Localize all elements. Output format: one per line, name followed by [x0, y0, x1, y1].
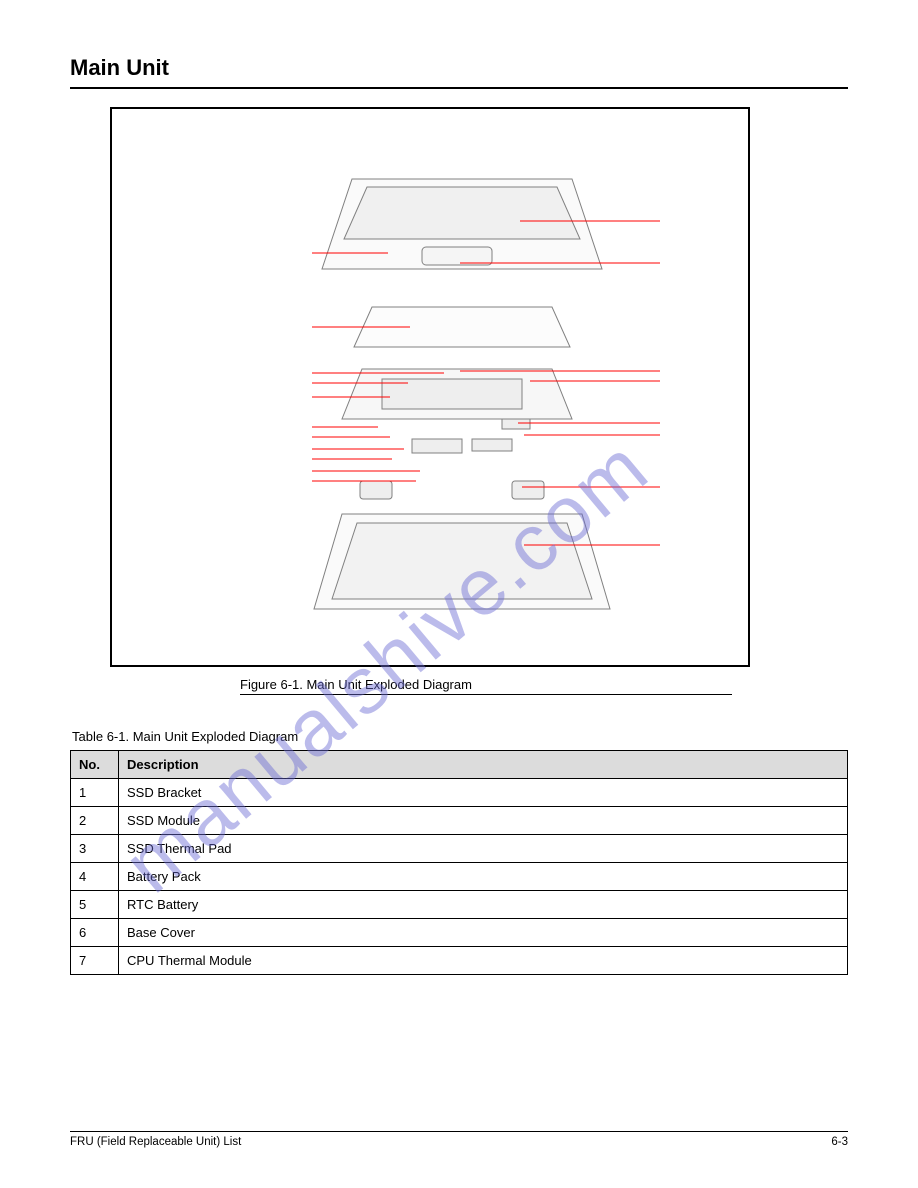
cell-no: 4 [71, 863, 119, 891]
table-row: 4Battery Pack [71, 863, 848, 891]
cell-desc: SSD Module [119, 807, 848, 835]
figure-caption: Figure 6-1. Main Unit Exploded Diagram [240, 677, 732, 695]
table-row: 3SSD Thermal Pad [71, 835, 848, 863]
cell-desc: Base Cover [119, 919, 848, 947]
table-row: 7CPU Thermal Module [71, 947, 848, 975]
cell-desc: SSD Thermal Pad [119, 835, 848, 863]
table-row: 1SSD Bracket [71, 779, 848, 807]
section-title: Main Unit [70, 55, 848, 89]
table-row: 6Base Cover [71, 919, 848, 947]
table-caption: Table 6-1. Main Unit Exploded Diagram [72, 729, 848, 744]
cell-no: 1 [71, 779, 119, 807]
exploded-diagram-figure [110, 107, 750, 667]
table-row: 5RTC Battery [71, 891, 848, 919]
cell-desc: Battery Pack [119, 863, 848, 891]
cell-no: 6 [71, 919, 119, 947]
footer-right: 6-3 [831, 1136, 848, 1148]
cell-desc: RTC Battery [119, 891, 848, 919]
cell-no: 3 [71, 835, 119, 863]
col-desc: Description [119, 751, 848, 779]
col-no: No. [71, 751, 119, 779]
page-footer: FRU (Field Replaceable Unit) List 6-3 [70, 1131, 848, 1148]
cell-no: 2 [71, 807, 119, 835]
cell-desc: CPU Thermal Module [119, 947, 848, 975]
cell-no: 5 [71, 891, 119, 919]
diagram-svg [112, 109, 750, 667]
table-row: 2SSD Module [71, 807, 848, 835]
cell-no: 7 [71, 947, 119, 975]
parts-table: No. Description 1SSD Bracket2SSD Module3… [70, 750, 848, 975]
table-header-row: No. Description [71, 751, 848, 779]
cell-desc: SSD Bracket [119, 779, 848, 807]
footer-left: FRU (Field Replaceable Unit) List [70, 1136, 241, 1148]
